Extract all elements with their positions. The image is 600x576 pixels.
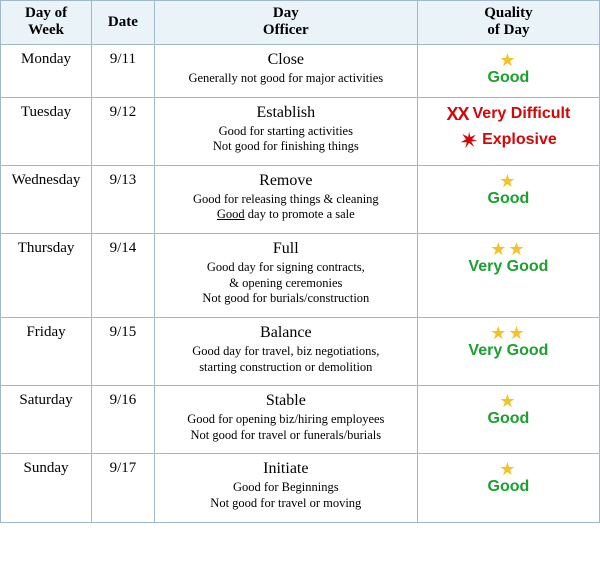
header-row: Day ofWeek Date DayOfficer Qualityof Day <box>1 1 600 45</box>
table-row: Monday9/11Close Generally not good for ma… <box>1 44 600 97</box>
cell-day: Saturday <box>1 386 92 454</box>
officer-title: Balance <box>159 324 413 342</box>
quality-explosive: Explosive <box>460 131 557 149</box>
table-row: Thursday9/14Full Good day for signing con… <box>1 234 600 318</box>
cell-officer: Close Generally not good for major activi… <box>154 44 417 97</box>
header-quality: Qualityof Day <box>417 1 599 45</box>
cell-day: Thursday <box>1 234 92 318</box>
star-icon: ★★ <box>422 324 595 342</box>
officer-title: Close <box>159 51 413 69</box>
cell-officer: Initiate Good for BeginningsNot good for … <box>154 454 417 522</box>
star-icon: ★ <box>422 392 595 410</box>
officer-title: Establish <box>159 104 413 122</box>
officer-desc: Good for opening biz/hiring employeesNot… <box>159 412 413 443</box>
officer-title: Stable <box>159 392 413 410</box>
header-officer: DayOfficer <box>154 1 417 45</box>
cell-date: 9/13 <box>92 165 155 233</box>
header-date: Date <box>92 1 155 45</box>
cell-officer: Full Good day for signing contracts,& ope… <box>154 234 417 318</box>
cell-officer: Stable Good for opening biz/hiring employ… <box>154 386 417 454</box>
cell-date: 9/16 <box>92 386 155 454</box>
cell-officer: Balance Good day for travel, biz negotiat… <box>154 317 417 385</box>
cell-day: Wednesday <box>1 165 92 233</box>
quality-label: Very Good <box>422 258 595 276</box>
officer-desc: Good day for travel, biz negotiations,st… <box>159 344 413 375</box>
cell-quality: ★Good <box>417 44 599 97</box>
star-icon: ★ <box>422 172 595 190</box>
officer-desc: Good for releasing things & cleaningGood… <box>159 192 413 223</box>
officer-title: Remove <box>159 172 413 190</box>
cell-date: 9/11 <box>92 44 155 97</box>
table-row: Wednesday9/13Remove Good for releasing th… <box>1 165 600 233</box>
explosion-icon <box>460 131 478 149</box>
cell-quality: ★★Very Good <box>417 317 599 385</box>
xx-icon: XX <box>447 104 469 125</box>
cell-date: 9/12 <box>92 97 155 165</box>
quality-label: Good <box>422 410 595 428</box>
day-officer-table: Day ofWeek Date DayOfficer Qualityof Day… <box>0 0 600 523</box>
quality-label: Good <box>422 478 595 496</box>
cell-quality: ★Good <box>417 386 599 454</box>
table-body: Monday9/11Close Generally not good for ma… <box>1 44 600 522</box>
cell-date: 9/14 <box>92 234 155 318</box>
star-icon: ★ <box>422 460 595 478</box>
quality-label: Good <box>422 69 595 87</box>
table-row: Sunday9/17Initiate Good for BeginningsNot… <box>1 454 600 522</box>
cell-quality: ★Good <box>417 454 599 522</box>
cell-date: 9/17 <box>92 454 155 522</box>
cell-officer: Establish Good for starting activitiesNot… <box>154 97 417 165</box>
table-row: Friday9/15Balance Good day for travel, bi… <box>1 317 600 385</box>
cell-quality: ★★Very Good <box>417 234 599 318</box>
cell-day: Tuesday <box>1 97 92 165</box>
officer-desc: Good for starting activitiesNot good for… <box>159 124 413 155</box>
cell-quality: ★Good <box>417 165 599 233</box>
header-day: Day ofWeek <box>1 1 92 45</box>
table-row: Tuesday9/12Establish Good for starting ac… <box>1 97 600 165</box>
table-row: Saturday9/16Stable Good for opening biz/h… <box>1 386 600 454</box>
cell-day: Monday <box>1 44 92 97</box>
cell-date: 9/15 <box>92 317 155 385</box>
officer-title: Full <box>159 240 413 258</box>
cell-quality: XX Very Difficult Explosive <box>417 97 599 165</box>
officer-desc: Good day for signing contracts,& opening… <box>159 260 413 307</box>
star-icon: ★ <box>422 51 595 69</box>
cell-officer: Remove Good for releasing things & cleani… <box>154 165 417 233</box>
cell-day: Sunday <box>1 454 92 522</box>
officer-desc: Good for BeginningsNot good for travel o… <box>159 480 413 511</box>
officer-desc: Generally not good for major activities <box>159 71 413 87</box>
quality-label: Good <box>422 190 595 208</box>
officer-title: Initiate <box>159 460 413 478</box>
star-icon: ★★ <box>422 240 595 258</box>
cell-day: Friday <box>1 317 92 385</box>
quality-very-difficult: XX Very Difficult <box>447 104 571 125</box>
quality-label: Very Good <box>422 342 595 360</box>
